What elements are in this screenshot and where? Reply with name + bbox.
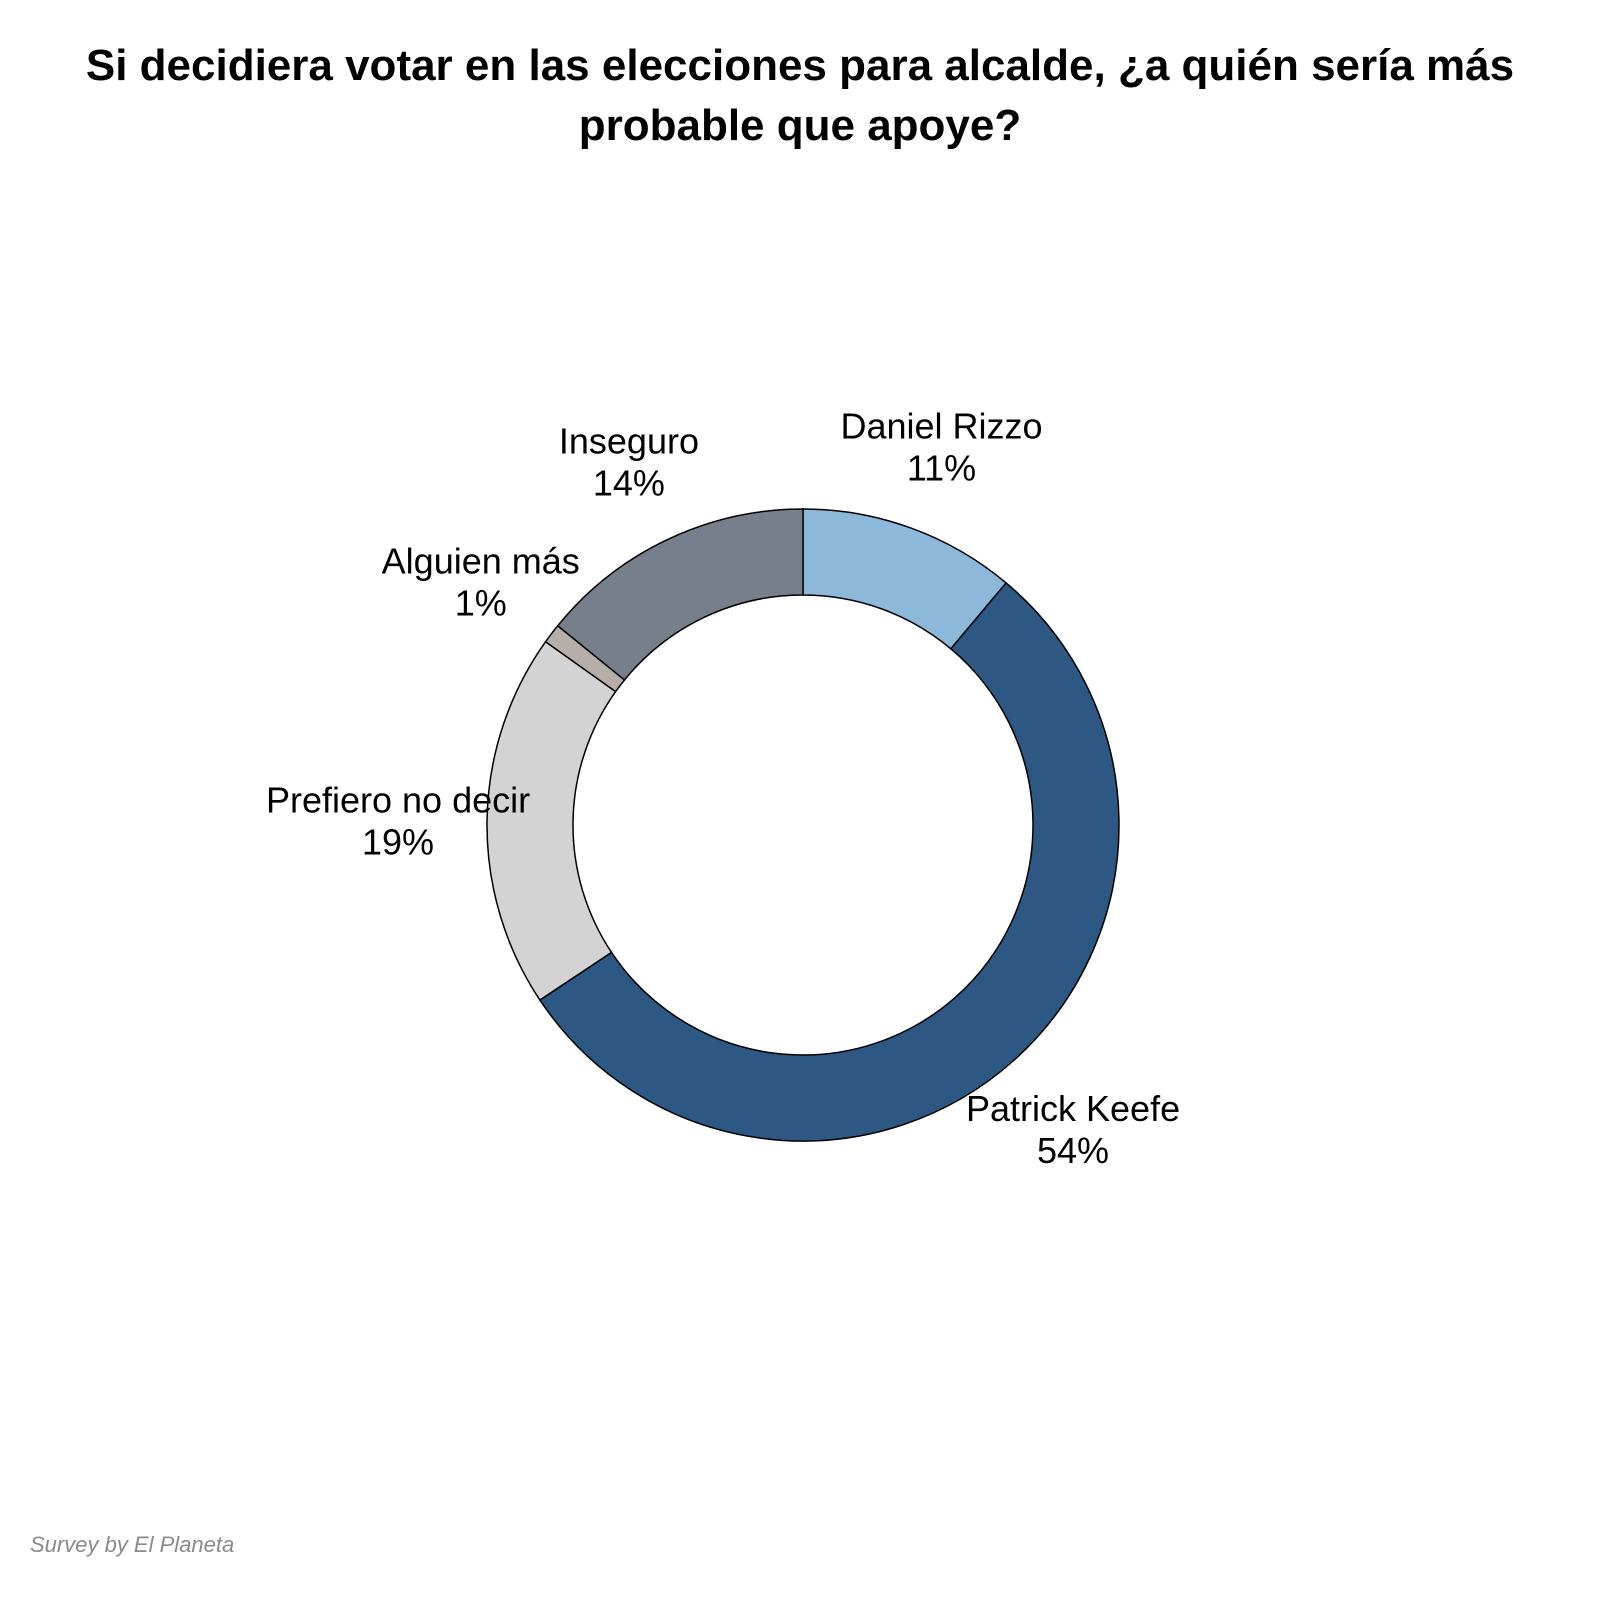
slice-label-daniel-rizzo: Daniel Rizzo (840, 405, 1042, 446)
slice-inseguro (556, 508, 804, 682)
slice-patrick-keefe (538, 581, 1120, 1142)
source-note: Survey by El Planeta (30, 1532, 235, 1557)
slice-value-prefiero-no-decir: 19% (362, 822, 434, 863)
slice-label-inseguro: Inseguro (559, 420, 699, 461)
slice-value-alguien-mas: 1% (455, 583, 507, 624)
slice-value-inseguro: 14% (593, 462, 665, 503)
slice-label-alguien-mas: Alguien más (382, 541, 580, 582)
slice-label-prefiero-no-decir: Prefiero no decir (266, 780, 530, 821)
slice-value-patrick-keefe: 54% (1037, 1130, 1109, 1171)
slice-prefiero-no-decir (486, 640, 617, 1002)
slice-label-patrick-keefe: Patrick Keefe (966, 1088, 1180, 1129)
slices-group (486, 508, 1120, 1142)
slice-value-daniel-rizzo: 11% (907, 447, 976, 488)
chart-title: Si decidiera votar en las elecciones par… (85, 41, 1515, 150)
